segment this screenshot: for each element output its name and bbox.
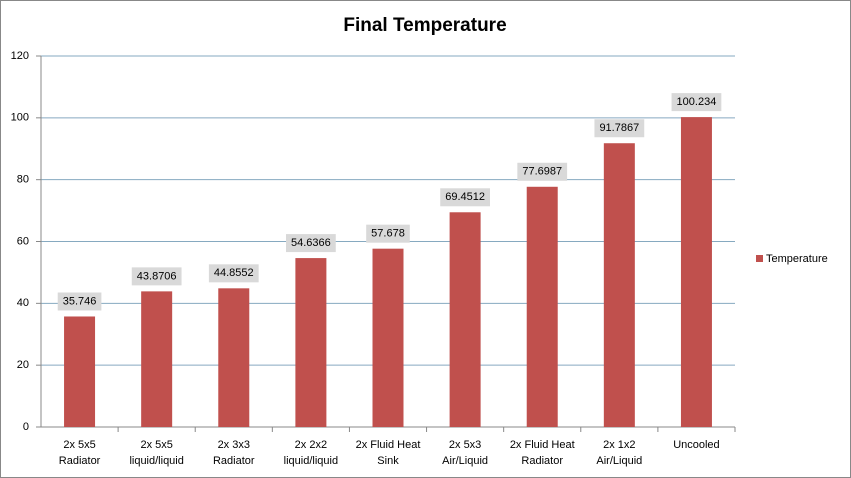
data-label-box — [366, 224, 410, 243]
data-label-box — [286, 234, 336, 253]
y-tick-label: 40 — [17, 297, 29, 309]
y-tick-label: 60 — [17, 235, 29, 247]
data-label: 44.8552 — [214, 267, 254, 279]
data-label: 54.6366 — [291, 237, 331, 249]
x-tick-label: Radiator — [521, 455, 563, 467]
data-label-box — [440, 188, 490, 207]
chart-title: Final Temperature — [343, 15, 506, 36]
bar — [64, 316, 96, 427]
bar — [141, 291, 173, 427]
x-tick-label: liquid/liquid — [129, 455, 183, 467]
y-tick-label: 20 — [17, 359, 29, 371]
bar — [295, 258, 327, 427]
x-tick-label: 2x 3x3 — [218, 439, 250, 451]
data-label: 91.7867 — [599, 122, 639, 134]
y-tick-label: 100 — [11, 112, 29, 124]
bar — [526, 186, 558, 427]
y-tick-label: 120 — [11, 50, 29, 62]
bar — [218, 288, 250, 427]
x-tick-label: 2x 5x5 — [140, 439, 172, 451]
x-tick-label: 2x Fluid Heat — [356, 439, 421, 451]
data-label: 43.8706 — [137, 270, 177, 282]
data-label-box — [594, 119, 645, 138]
x-tick-label: liquid/liquid — [284, 455, 338, 467]
x-tick-label: 2x Fluid Heat — [510, 439, 575, 451]
y-tick-label: 80 — [17, 174, 29, 186]
x-tick-label: Sink — [377, 455, 399, 467]
data-label: 57.678 — [371, 228, 405, 240]
data-label: 77.6987 — [522, 166, 562, 178]
legend-swatch — [756, 255, 763, 262]
data-label-box — [517, 162, 568, 181]
data-label: 69.4512 — [445, 191, 485, 203]
y-tick-label: 0 — [23, 421, 29, 433]
data-label-box — [671, 93, 722, 112]
legend-label: Temperature — [766, 253, 828, 265]
bar — [372, 248, 404, 427]
x-tick-label: 2x 1x2 — [603, 439, 635, 451]
data-label: 100.234 — [677, 96, 717, 108]
x-tick-label: Air/Liquid — [442, 455, 488, 467]
bar — [449, 212, 481, 427]
data-label-box — [57, 292, 102, 311]
x-tick-label: Radiator — [59, 455, 101, 467]
bar — [603, 143, 635, 427]
x-tick-label: Radiator — [213, 455, 255, 467]
x-tick-label: 2x 2x2 — [295, 439, 327, 451]
data-label-box — [208, 264, 259, 283]
data-label-box — [131, 267, 182, 286]
bar — [680, 117, 712, 427]
data-label: 35.746 — [63, 295, 97, 307]
x-tick-label: Air/Liquid — [596, 455, 642, 467]
x-tick-label: 2x 5x5 — [63, 439, 95, 451]
x-tick-label: Uncooled — [673, 439, 719, 451]
x-tick-label: 2x 5x3 — [449, 439, 481, 451]
